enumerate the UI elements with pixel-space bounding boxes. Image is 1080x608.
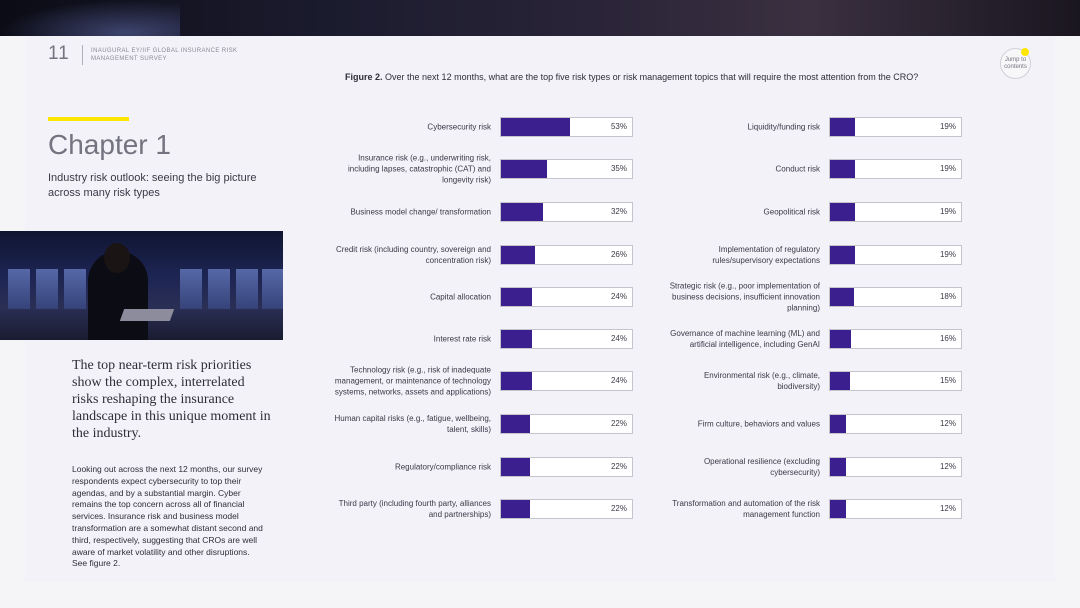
bar-label: Capital allocation bbox=[430, 292, 491, 302]
bar bbox=[830, 458, 846, 476]
bar-label: Conduct risk bbox=[775, 164, 820, 174]
bar bbox=[501, 372, 532, 390]
bar-value-label: 18% bbox=[939, 292, 956, 301]
bar-track: 19% bbox=[829, 202, 962, 222]
bar bbox=[501, 246, 535, 264]
header-banner-image bbox=[0, 0, 1080, 36]
bar bbox=[830, 288, 854, 306]
bar-label: Credit risk (including country, sovereig… bbox=[335, 245, 491, 265]
bar-track: 22% bbox=[500, 414, 633, 434]
bar bbox=[830, 118, 855, 136]
bar bbox=[830, 415, 846, 433]
bar-track: 12% bbox=[829, 414, 962, 434]
bar-value-label: 19% bbox=[939, 122, 956, 131]
bar-value-label: 19% bbox=[939, 207, 956, 216]
person-with-laptop-photo: ~ bbox=[0, 231, 283, 340]
bar-value-label: 53% bbox=[610, 122, 627, 131]
bar-label: Operational resilience (excluding cybers… bbox=[703, 457, 820, 477]
bar-track: 32% bbox=[500, 202, 633, 222]
bar-value-label: 24% bbox=[610, 376, 627, 385]
bar-label: Transformation and automation of the ris… bbox=[672, 499, 820, 519]
bar bbox=[501, 500, 530, 518]
bar bbox=[830, 330, 851, 348]
bar-label: Technology risk (e.g., risk of inadequat… bbox=[334, 365, 491, 397]
body-paragraph: Looking out across the next 12 months, o… bbox=[72, 464, 263, 569]
bar-label: Regulatory/compliance risk bbox=[394, 462, 491, 472]
bar bbox=[830, 500, 846, 518]
bar bbox=[501, 458, 530, 476]
bar bbox=[830, 246, 855, 264]
pull-quote: The top near-term risk priorities show t… bbox=[72, 358, 271, 441]
bar-value-label: 24% bbox=[610, 292, 627, 301]
bar-track: 35% bbox=[500, 159, 633, 179]
bar-track: 19% bbox=[829, 117, 962, 137]
bar-label: Human capital risks (e.g., fatigue, well… bbox=[334, 414, 491, 434]
bar-value-label: 15% bbox=[939, 376, 956, 385]
notification-dot-icon bbox=[1021, 48, 1029, 56]
bar-track: 12% bbox=[829, 457, 962, 477]
bar-track: 22% bbox=[500, 499, 633, 519]
bar-value-label: 22% bbox=[610, 504, 627, 513]
bar bbox=[501, 118, 570, 136]
bar-label: Governance of machine learning (ML) and … bbox=[670, 329, 820, 349]
bar-label: Strategic risk (e.g., poor implementatio… bbox=[669, 281, 820, 313]
bar-value-label: 16% bbox=[939, 334, 956, 343]
bar-track: 12% bbox=[829, 499, 962, 519]
bar bbox=[501, 330, 532, 348]
bar-label: Interest rate risk bbox=[433, 334, 491, 344]
bar-track: 19% bbox=[829, 159, 962, 179]
bar-value-label: 35% bbox=[610, 164, 627, 173]
bar-label: Business model change/ transformation bbox=[350, 207, 491, 217]
bar-track: 19% bbox=[829, 245, 962, 265]
bar-track: 53% bbox=[500, 117, 633, 137]
bar-label: Implementation of regulatory rules/super… bbox=[712, 245, 820, 265]
figure-question: Over the next 12 months, what are the to… bbox=[385, 72, 919, 82]
bar bbox=[501, 160, 547, 178]
figure-title: Figure 2. Over the next 12 months, what … bbox=[345, 70, 955, 84]
bar-label: Geopolitical risk bbox=[763, 207, 820, 217]
bar-value-label: 19% bbox=[939, 164, 956, 173]
chapter-title: Chapter 1 bbox=[48, 129, 171, 160]
bar bbox=[501, 288, 532, 306]
bar-track: 16% bbox=[829, 329, 962, 349]
bar-track: 24% bbox=[500, 287, 633, 307]
accent-bar bbox=[48, 117, 129, 121]
bar bbox=[830, 160, 855, 178]
bar-value-label: 12% bbox=[939, 419, 956, 428]
bar-value-label: 32% bbox=[610, 207, 627, 216]
bar bbox=[830, 372, 850, 390]
bar bbox=[830, 203, 855, 221]
bar-track: 15% bbox=[829, 371, 962, 391]
bar bbox=[501, 203, 543, 221]
bar-track: 26% bbox=[500, 245, 633, 265]
bar-value-label: 12% bbox=[939, 462, 956, 471]
bar-label: Third party (including fourth party, all… bbox=[338, 499, 491, 519]
bar-label: Insurance risk (e.g., underwriting risk,… bbox=[347, 153, 491, 185]
page-number: 11 bbox=[48, 43, 70, 64]
bar bbox=[501, 415, 530, 433]
bar-value-label: 26% bbox=[610, 250, 627, 259]
bar-track: 22% bbox=[500, 457, 633, 477]
bar-value-label: 24% bbox=[610, 334, 627, 343]
bar-label: Firm culture, behaviors and values bbox=[697, 419, 820, 429]
bar-value-label: 12% bbox=[939, 504, 956, 513]
bar-label: Environmental risk (e.g., climate, biodi… bbox=[703, 371, 820, 391]
figure-label: Figure 2. bbox=[345, 72, 383, 82]
bar-value-label: 19% bbox=[939, 250, 956, 259]
bar-track: 24% bbox=[500, 371, 633, 391]
divider bbox=[82, 45, 83, 65]
bar-label: Cybersecurity risk bbox=[427, 122, 491, 132]
bar-label: Liquidity/funding risk bbox=[747, 122, 820, 132]
chapter-subtitle: Industry risk outlook: seeing the big pi… bbox=[48, 172, 257, 199]
bar-track: 18% bbox=[829, 287, 962, 307]
bar-value-label: 22% bbox=[610, 462, 627, 471]
bar-track: 24% bbox=[500, 329, 633, 349]
bar-value-label: 22% bbox=[610, 419, 627, 428]
document-title: INAUGURAL EY/IIF GLOBAL INSURANCE RISK M… bbox=[91, 48, 238, 62]
